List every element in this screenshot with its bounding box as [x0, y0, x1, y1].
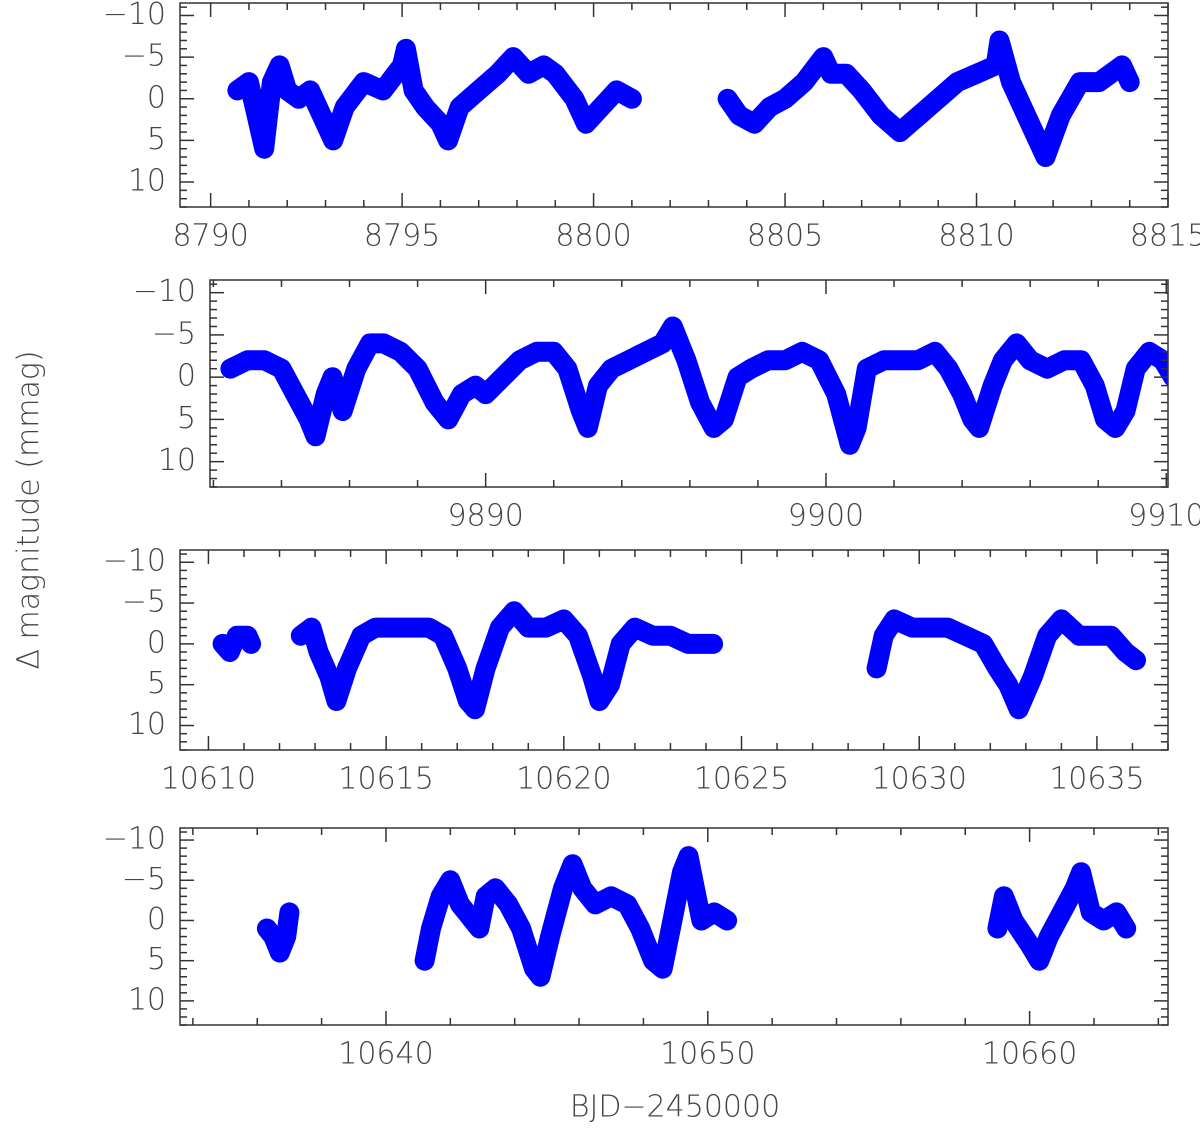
- y-tick-label: 0: [147, 80, 166, 115]
- x-tick-label: 9900: [788, 499, 864, 534]
- y-tick-label: 10: [128, 707, 166, 742]
- light-curve: [227, 30, 1140, 167]
- y-axis-label: Δ magnitude (mmag): [12, 350, 47, 669]
- panel: 10610 10615 10620 10625 10630 10635 −10 −5 0 5 10: [103, 544, 1169, 797]
- x-tick-label: 10625: [694, 762, 789, 797]
- frame: [179, 549, 1169, 751]
- light-curve: [212, 601, 1146, 720]
- x-tick-label: 10620: [516, 762, 611, 797]
- y-tick-label: 5: [147, 942, 166, 977]
- y-tick-label: −10: [133, 274, 196, 309]
- x-tick-label: 8790: [172, 219, 248, 254]
- panel: 10640 10650 10660 −10 −5 0 5 10: [103, 822, 1169, 1072]
- y-tick-label: −10: [103, 544, 166, 579]
- y-tick-label: −5: [122, 862, 166, 897]
- x-tick-label: 10615: [338, 762, 433, 797]
- x-tick-label: 9910: [1128, 499, 1200, 534]
- panel: 9890 9900 9910 −10 −5 0 5 10: [133, 274, 1200, 533]
- y-tick-label: 10: [158, 443, 196, 478]
- frame: [179, 2, 1169, 208]
- x-tick-label: 8795: [364, 219, 440, 254]
- x-tick-label: 8815: [1130, 219, 1200, 254]
- y-tick-label: 10: [128, 982, 166, 1017]
- light-curve: [220, 316, 1168, 455]
- x-tick-label: 10610: [161, 762, 256, 797]
- x-tick-label: 10650: [660, 1037, 755, 1072]
- y-tick-label: 0: [147, 625, 166, 660]
- y-tick-label: 5: [177, 401, 196, 436]
- frame: [209, 279, 1169, 488]
- x-tick-label: 10640: [338, 1037, 433, 1072]
- y-tick-label: −5: [152, 316, 196, 351]
- y-tick-label: −10: [103, 822, 166, 857]
- light-curve: [256, 846, 1137, 987]
- x-tick-label: 8800: [555, 219, 631, 254]
- y-tick-label: 10: [128, 164, 166, 199]
- frame: [179, 827, 1169, 1026]
- x-tick-label: 9890: [447, 499, 523, 534]
- y-tick-label: 5: [147, 666, 166, 701]
- x-tick-label: 8805: [747, 219, 823, 254]
- x-tick-label: 10635: [1049, 762, 1144, 797]
- x-tick-label: 10630: [872, 762, 967, 797]
- y-tick-label: 0: [177, 359, 196, 394]
- y-tick-label: −10: [103, 0, 166, 32]
- y-tick-label: 5: [147, 122, 166, 157]
- x-tick-label: 10660: [982, 1037, 1077, 1072]
- y-tick-label: −5: [122, 585, 166, 620]
- x-axis-label: BJD−2450000: [570, 1090, 780, 1125]
- panel: 8790 8795 8800 8805 8810 8815 −10 −5 0 5 10: [103, 0, 1200, 254]
- y-tick-label: 0: [147, 902, 166, 937]
- x-tick-label: 8810: [938, 219, 1014, 254]
- y-tick-label: −5: [122, 39, 166, 74]
